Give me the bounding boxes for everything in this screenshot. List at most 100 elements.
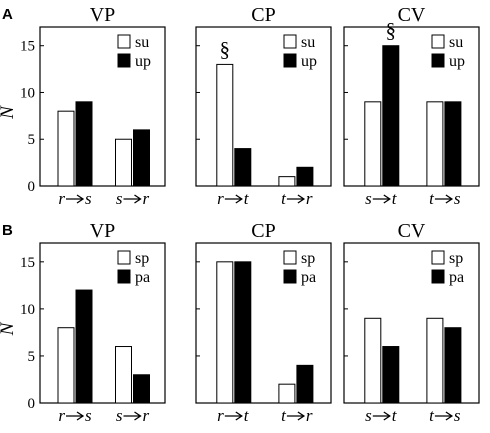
category-to: r: [143, 406, 150, 425]
panel-frame: [343, 26, 480, 187]
legend-swatch-su: [431, 34, 445, 49]
significance-mark: §: [386, 19, 397, 43]
panel-frame: [39, 242, 166, 404]
panel-title: VP: [90, 220, 116, 242]
y-tick-label: 5: [28, 349, 36, 365]
category-from: s: [365, 406, 372, 425]
category-from: t: [281, 189, 287, 208]
panel-title: CP: [251, 220, 275, 242]
y-tick-label: 10: [20, 85, 35, 101]
y-axis-label: N: [0, 105, 18, 120]
y-tick-label: 10: [20, 302, 35, 318]
y-tick-label: 0: [28, 396, 36, 412]
arrow-icon: [224, 411, 243, 421]
legend-label: up: [301, 53, 317, 70]
bar-su: [216, 63, 234, 187]
panel-letter: A: [2, 6, 13, 23]
bar-up: [296, 166, 314, 187]
bar-sp: [364, 317, 382, 404]
arrow-icon: [224, 194, 243, 204]
arrow-icon: [434, 411, 454, 421]
bar-pa: [296, 364, 314, 404]
legend-label: sp: [449, 250, 463, 267]
legend-label: sp: [301, 250, 315, 267]
arrow-icon: [434, 194, 454, 204]
arrow-icon: [123, 194, 142, 204]
category-from: r: [217, 406, 224, 425]
bar-up: [75, 101, 93, 187]
category-from: t: [429, 406, 435, 425]
bar-su: [57, 110, 75, 187]
legend-label: su: [135, 34, 149, 51]
legend-label: up: [135, 53, 151, 70]
arrow-icon: [372, 411, 391, 421]
panel-frame: [195, 242, 332, 404]
category-from: r: [58, 406, 65, 425]
legend-swatch-pa: [283, 269, 297, 284]
category-to: t: [392, 406, 398, 425]
category-to: r: [306, 189, 313, 208]
category-from: s: [365, 189, 372, 208]
legend-swatch-sp: [117, 250, 131, 265]
arrow-icon: [372, 194, 391, 204]
legend-swatch-up: [117, 53, 131, 68]
bar-up: [234, 148, 252, 187]
category-to: r: [306, 406, 313, 425]
y-tick-label: 15: [20, 255, 35, 271]
category-to: s: [85, 406, 92, 425]
legend-label: su: [301, 34, 315, 51]
category-to: s: [454, 189, 461, 208]
panel-title: VP: [90, 4, 116, 26]
category-from: s: [116, 189, 123, 208]
bar-pa: [382, 346, 400, 404]
category-from: t: [429, 189, 435, 208]
legend-label: su: [449, 34, 463, 51]
panel-title: CP: [251, 4, 275, 26]
y-tick-label: 5: [28, 132, 36, 148]
panel-frame: [195, 26, 332, 187]
category-from: r: [217, 189, 224, 208]
legend-label: sp: [135, 250, 149, 267]
arrow-icon: [66, 194, 85, 204]
category-from: s: [116, 406, 123, 425]
bar-pa: [75, 289, 93, 404]
bar-su: [278, 176, 296, 187]
legend-swatch-su: [117, 34, 131, 49]
legend-label: pa: [301, 269, 316, 286]
bar-up: [444, 101, 462, 187]
legend-swatch-su: [283, 34, 297, 49]
arrow-icon: [286, 194, 306, 204]
legend-label: up: [449, 53, 465, 70]
category-from: r: [58, 189, 65, 208]
significance-mark: §: [220, 37, 231, 61]
bar-pa: [234, 261, 252, 404]
legend-label: pa: [449, 269, 464, 286]
bar-sp: [115, 346, 132, 404]
legend-swatch-pa: [117, 269, 131, 284]
panel-frame: [39, 26, 166, 187]
bar-up: [382, 45, 400, 187]
y-axis-label: N: [0, 321, 18, 336]
panel-title: CV: [398, 4, 426, 26]
legend-swatch-up: [283, 53, 297, 68]
legend-swatch-pa: [431, 269, 445, 284]
bar-pa: [133, 374, 150, 404]
arrow-icon: [286, 411, 306, 421]
bar-up: [133, 129, 150, 187]
legend-swatch-sp: [283, 250, 297, 265]
category-to: s: [85, 189, 92, 208]
category-from: t: [281, 406, 287, 425]
legend-swatch-up: [431, 53, 445, 68]
panel-letter: B: [2, 222, 13, 239]
y-tick-label: 15: [20, 39, 35, 55]
